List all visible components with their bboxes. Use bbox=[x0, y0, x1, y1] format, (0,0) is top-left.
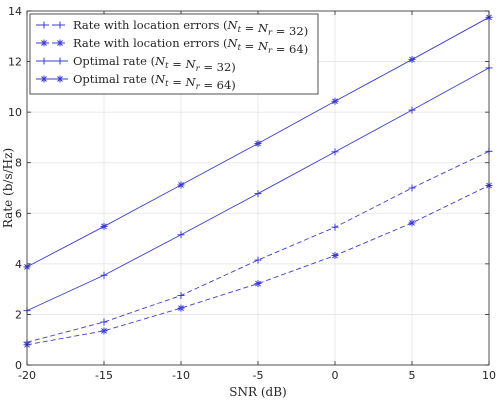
legend-entry-3: Optimal rate (Nt = Nr = 32) bbox=[36, 54, 236, 74]
series-4-point bbox=[408, 56, 416, 64]
x-tick-label: 10 bbox=[482, 369, 496, 382]
x-tick-label: -15 bbox=[95, 369, 113, 382]
legend-label: Rate with location errors (Nt = Nr = 32) bbox=[73, 18, 308, 38]
legend-math: Nt = Nr = 32 bbox=[154, 54, 231, 74]
series-4-point bbox=[331, 97, 339, 105]
legend-marker bbox=[56, 39, 64, 47]
legend-math: Nt = Nr = 64 bbox=[227, 36, 304, 56]
x-tick-label: 0 bbox=[332, 369, 339, 382]
legend-entry-4: Optimal rate (Nt = Nr = 64) bbox=[36, 72, 236, 92]
series-3 bbox=[23, 64, 493, 315]
legend-marker bbox=[40, 57, 48, 65]
x-axis-ticks: -20 -15 -10 -5 0 5 10 bbox=[18, 11, 496, 382]
series-1-point bbox=[331, 223, 339, 231]
series-4-point bbox=[177, 181, 185, 189]
legend-math: Nt = Nr = 32 bbox=[227, 18, 304, 38]
series-2-point bbox=[331, 252, 339, 260]
legend-label: Rate with location errors (Nt = Nr = 64) bbox=[73, 36, 308, 56]
legend-marker bbox=[40, 39, 48, 47]
legend-entry-1: Rate with location errors (Nt = Nr = 32) bbox=[36, 18, 308, 38]
series-3-point bbox=[177, 231, 185, 239]
y-tick-label: 12 bbox=[8, 56, 22, 69]
y-tick-label: 10 bbox=[8, 106, 22, 119]
legend-marker bbox=[40, 21, 48, 29]
x-tick-label: -5 bbox=[253, 369, 264, 382]
series-3-point bbox=[408, 106, 416, 114]
series-4-point bbox=[100, 222, 108, 230]
legend: Rate with location errors (Nt = Nr = 32)… bbox=[29, 13, 319, 95]
series-4-point bbox=[254, 139, 262, 147]
x-tick-label: -20 bbox=[18, 369, 36, 382]
y-axis-ticks: 0 2 4 6 8 10 12 14 bbox=[8, 5, 489, 372]
legend-marker bbox=[56, 75, 64, 83]
y-axis-label: Rate (b/s/Hz) bbox=[1, 148, 15, 228]
x-axis-label: SNR (dB) bbox=[229, 385, 286, 399]
series-2-point bbox=[408, 219, 416, 227]
series-3-point bbox=[100, 271, 108, 279]
series-1-point bbox=[254, 256, 262, 264]
series-4 bbox=[23, 13, 493, 271]
legend-marker bbox=[56, 21, 64, 29]
legend-math: Nt = Nr = 64 bbox=[154, 72, 231, 92]
legend-marker bbox=[56, 57, 64, 65]
series-1-point bbox=[100, 318, 108, 326]
x-tick-label: -10 bbox=[172, 369, 190, 382]
legend-box bbox=[29, 13, 319, 95]
y-tick-label: 6 bbox=[15, 207, 22, 220]
series-3-point bbox=[331, 148, 339, 156]
legend-label: Optimal rate (Nt = Nr = 32) bbox=[73, 54, 236, 74]
y-tick-label: 2 bbox=[15, 308, 22, 321]
x-tick-label: 5 bbox=[409, 369, 416, 382]
legend-label: Optimal rate (Nt = Nr = 64) bbox=[73, 72, 236, 92]
series-2-point bbox=[177, 304, 185, 312]
series-2-point bbox=[254, 280, 262, 288]
series-2-point bbox=[100, 327, 108, 335]
legend-marker bbox=[40, 75, 48, 83]
series-3-point bbox=[254, 190, 262, 198]
legend-entry-2: Rate with location errors (Nt = Nr = 64) bbox=[36, 36, 308, 56]
y-tick-label: 4 bbox=[15, 258, 22, 271]
series-1-point bbox=[408, 184, 416, 192]
series-layer bbox=[23, 13, 493, 349]
y-tick-label: 8 bbox=[15, 157, 22, 170]
y-tick-label: 14 bbox=[8, 5, 22, 18]
series-1 bbox=[23, 147, 493, 346]
series-1-point bbox=[177, 291, 185, 299]
y-tick-label: 0 bbox=[15, 359, 22, 372]
